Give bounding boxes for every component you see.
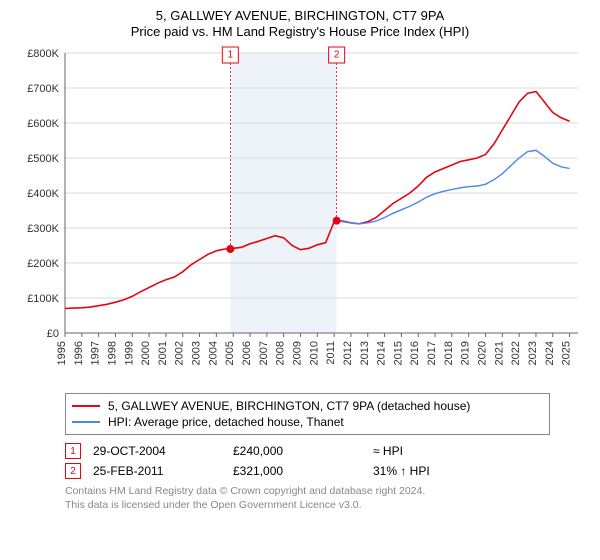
series-hpi <box>337 150 570 224</box>
y-tick-label: £200K <box>27 258 59 270</box>
y-tick-label: £0 <box>47 328 59 340</box>
sale-marker-dot <box>226 245 234 253</box>
chart-subtitle: Price paid vs. HM Land Registry's House … <box>10 24 590 39</box>
sale-badge: 2 <box>65 463 81 479</box>
x-tick-label: 2005 <box>224 341 236 365</box>
sale-price: £240,000 <box>233 444 373 458</box>
legend-swatch <box>72 405 100 407</box>
sale-marker-dot <box>333 217 341 225</box>
x-tick-label: 2001 <box>157 341 169 365</box>
sale-date: 29-OCT-2004 <box>93 444 233 458</box>
x-tick-label: 2021 <box>493 341 505 365</box>
x-tick-label: 2010 <box>308 341 320 365</box>
x-tick-label: 2022 <box>510 341 522 365</box>
y-tick-label: £600K <box>27 118 59 130</box>
x-tick-label: 2019 <box>460 341 472 365</box>
x-tick-label: 2014 <box>376 341 388 365</box>
x-tick-label: 2013 <box>359 341 371 365</box>
legend-label: HPI: Average price, detached house, Than… <box>108 415 344 429</box>
x-tick-label: 1996 <box>73 341 85 365</box>
footer-line-2: This data is licensed under the Open Gov… <box>65 499 550 513</box>
x-tick-label: 2003 <box>191 341 203 365</box>
x-tick-label: 1995 <box>56 341 68 365</box>
sale-delta: ≈ HPI <box>373 444 550 458</box>
x-tick-label: 2009 <box>291 341 303 365</box>
footer-credits: Contains HM Land Registry data © Crown c… <box>65 485 550 512</box>
x-tick-label: 1997 <box>90 341 102 365</box>
legend-label: 5, GALLWEY AVENUE, BIRCHINGTON, CT7 9PA … <box>108 399 470 413</box>
chart-container: 5, GALLWEY AVENUE, BIRCHINGTON, CT7 9PA … <box>0 0 600 520</box>
x-tick-label: 2016 <box>409 341 421 365</box>
x-tick-label: 2023 <box>527 341 539 365</box>
x-tick-label: 2008 <box>275 341 287 365</box>
x-tick-label: 2018 <box>443 341 455 365</box>
x-tick-label: 2000 <box>140 341 152 365</box>
y-tick-label: £400K <box>27 188 59 200</box>
sale-date: 25-FEB-2011 <box>93 464 233 478</box>
sale-delta: 31% ↑ HPI <box>373 464 550 478</box>
chart-title: 5, GALLWEY AVENUE, BIRCHINGTON, CT7 9PA <box>10 8 590 23</box>
legend-item: HPI: Average price, detached house, Than… <box>72 414 543 430</box>
sale-row: 1 29-OCT-2004£240,000≈ HPI <box>65 441 550 461</box>
x-tick-label: 2011 <box>325 341 337 365</box>
legend-item: 5, GALLWEY AVENUE, BIRCHINGTON, CT7 9PA … <box>72 398 543 414</box>
y-tick-label: £100K <box>27 293 59 305</box>
x-tick-label: 2015 <box>392 341 404 365</box>
x-tick-label: 2006 <box>241 341 253 365</box>
sale-marker-number: 1 <box>228 50 234 61</box>
chart-area: £0 £100K £200K £300K £400K £500K £600K £700K £80… <box>10 45 590 385</box>
legend: 5, GALLWEY AVENUE, BIRCHINGTON, CT7 9PA … <box>65 393 550 435</box>
x-tick-label: 1999 <box>123 341 135 365</box>
x-tick-label: 2004 <box>207 341 219 365</box>
x-tick-label: 2024 <box>544 341 556 365</box>
x-tick-label: 1998 <box>106 341 118 365</box>
sale-marker-number: 2 <box>334 50 340 61</box>
y-tick-label: £300K <box>27 223 59 235</box>
sales-table: 1 29-OCT-2004£240,000≈ HPI 2 25-FEB-2011£32… <box>65 441 550 481</box>
legend-swatch <box>72 421 100 423</box>
y-tick-label: £700K <box>27 83 59 95</box>
line-chart-svg: £0 £100K £200K £300K £400K £500K £600K £700K £80… <box>10 45 590 385</box>
x-tick-label: 2025 <box>561 341 573 365</box>
x-tick-label: 2002 <box>174 341 186 365</box>
footer-line-1: Contains HM Land Registry data © Crown c… <box>65 485 550 499</box>
sale-price: £321,000 <box>233 464 373 478</box>
y-tick-label: £800K <box>27 48 59 60</box>
sale-badge: 1 <box>65 443 81 459</box>
x-tick-label: 2007 <box>258 341 270 365</box>
sale-row: 2 25-FEB-2011£321,00031% ↑ HPI <box>65 461 550 481</box>
x-tick-label: 2017 <box>426 341 438 365</box>
x-tick-label: 2020 <box>476 341 488 365</box>
x-tick-label: 2012 <box>342 341 354 365</box>
y-tick-label: £500K <box>27 153 59 165</box>
